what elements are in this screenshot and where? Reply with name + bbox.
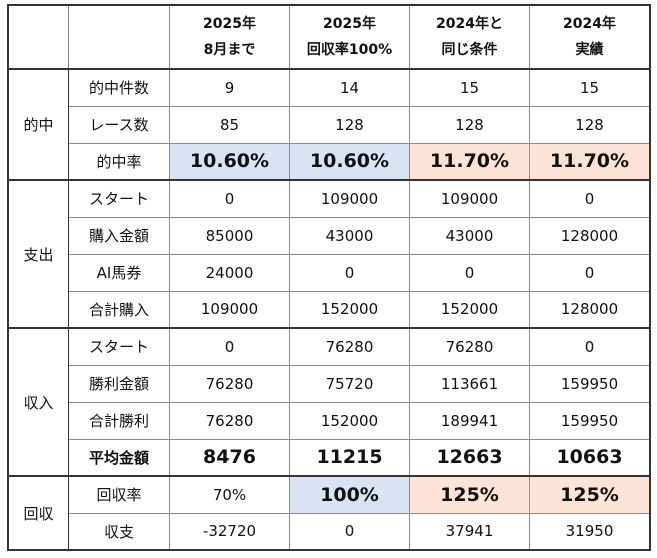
- table-cell: 0: [529, 179, 651, 218]
- table-cell: 0: [169, 327, 290, 366]
- table-cell: 109000: [169, 290, 290, 329]
- table-cell: 128: [409, 105, 530, 144]
- row-label: スタート: [68, 327, 170, 366]
- table-cell: 0: [169, 179, 290, 218]
- row-label: 合計購入: [68, 290, 170, 329]
- comparison-table: 2025年 8月まで 2025年 回収率100% 2024年と 同じ条件 202…: [7, 4, 651, 551]
- col-header-2025-100: 2025年 回収率100%: [289, 4, 410, 70]
- table-cell: 24000: [169, 253, 290, 292]
- row-label: 回収率: [68, 475, 170, 514]
- table-row: 的中 的中件数 9 14 15 15: [7, 68, 651, 181]
- corner-cell-2: [68, 4, 170, 70]
- table-cell: 31950: [529, 512, 651, 551]
- group-label: 回収: [7, 475, 69, 551]
- recovery-rate-cell: 125%: [529, 475, 651, 514]
- col-header-2024-actual: 2024年 実績: [529, 4, 651, 70]
- table-cell: 128000: [529, 216, 651, 255]
- col-header-line: 2024年: [563, 16, 616, 32]
- table-cell: 113661: [409, 364, 530, 403]
- recovery-rate-cell: 125%: [409, 475, 530, 514]
- col-header-line: 2024年と: [436, 16, 503, 32]
- recovery-rate-cell: 100%: [289, 475, 410, 514]
- col-header-line: 2025年: [203, 16, 256, 32]
- table-cell: 70%: [169, 475, 290, 514]
- table-cell: 85000: [169, 216, 290, 255]
- table-cell: 128000: [529, 290, 651, 329]
- col-header-line: 8月まで: [203, 42, 256, 58]
- table-cell: 128: [289, 105, 410, 144]
- table-cell: 189941: [409, 401, 530, 440]
- row-label: 的中率: [68, 142, 170, 181]
- corner-cell: [7, 4, 69, 70]
- table-cell: 76280: [409, 327, 530, 366]
- row-label: AI馬券: [68, 253, 170, 292]
- table-cell: 85: [169, 105, 290, 144]
- table-cell: 0: [289, 512, 410, 551]
- table-row: 収支 -32720 0 37941 31950: [8, 512, 651, 551]
- row-label: レース数: [68, 105, 170, 144]
- table-cell: 109000: [409, 179, 530, 218]
- table-row: AI馬券 24000 0 0 0: [8, 253, 651, 292]
- hit-rate-cell: 10.60%: [289, 142, 410, 181]
- table-row: 支出 スタート 0 109000 109000 0: [7, 179, 651, 329]
- table-cell: 0: [409, 253, 530, 292]
- col-header-line: 同じ条件: [441, 42, 498, 58]
- table-cell: 14: [289, 68, 410, 107]
- table-cell: 109000: [289, 179, 410, 218]
- table-cell: 76280: [289, 327, 410, 366]
- col-header-line: 実績: [575, 42, 604, 58]
- table-cell: 76280: [169, 401, 290, 440]
- table-cell: 43000: [409, 216, 530, 255]
- table-cell: 75720: [289, 364, 410, 403]
- table-cell: 9: [169, 68, 290, 107]
- table-cell: 37941: [409, 512, 530, 551]
- table-cell: -32720: [169, 512, 290, 551]
- table-cell: 76280: [169, 364, 290, 403]
- hit-rate-cell: 10.60%: [169, 142, 290, 181]
- table-row: レース数 85 128 128 128: [8, 105, 651, 144]
- table-cell: 0: [529, 327, 651, 366]
- table-cell: 159950: [529, 401, 651, 440]
- row-label: 勝利金額: [68, 364, 170, 403]
- table-row: 勝利金額 76280 75720 113661 159950: [8, 364, 651, 403]
- table-row: 平均金額 8476 11215 12663 10663: [8, 438, 651, 477]
- group-label: 支出: [7, 179, 69, 329]
- row-label: 合計勝利: [68, 401, 170, 440]
- table-row: 回収 回収率 70% 100% 125% 125%: [7, 475, 651, 551]
- table-cell: 0: [529, 253, 651, 292]
- row-label: スタート: [68, 179, 170, 218]
- col-header-2025-aug: 2025年 8月まで: [169, 4, 290, 70]
- table-cell: 43000: [289, 216, 410, 255]
- row-label: 平均金額: [68, 438, 170, 477]
- hit-rate-cell: 11.70%: [409, 142, 530, 181]
- table-cell: 15: [409, 68, 530, 107]
- table-cell: 159950: [529, 364, 651, 403]
- row-label: 的中件数: [68, 68, 170, 107]
- average-amount-cell: 8476: [169, 438, 290, 477]
- table-row: 合計勝利 76280 152000 189941 159950: [8, 401, 651, 440]
- average-amount-cell: 11215: [289, 438, 410, 477]
- table-row: 購入金額 85000 43000 43000 128000: [8, 216, 651, 255]
- average-amount-cell: 10663: [529, 438, 651, 477]
- average-amount-cell: 12663: [409, 438, 530, 477]
- col-header-2024-same: 2024年と 同じ条件: [409, 4, 530, 70]
- group-label: 収入: [7, 327, 69, 477]
- row-label: 購入金額: [68, 216, 170, 255]
- table-cell: 152000: [289, 290, 410, 329]
- table-row: 収入 スタート 0 76280 76280 0: [7, 327, 651, 477]
- hit-rate-cell: 11.70%: [529, 142, 651, 181]
- row-label: 収支: [68, 512, 170, 551]
- table-cell: 0: [289, 253, 410, 292]
- col-header-line: 2025年: [323, 16, 376, 32]
- group-label: 的中: [7, 68, 69, 181]
- table-cell: 15: [529, 68, 651, 107]
- table-cell: 152000: [289, 401, 410, 440]
- table-row: 合計購入 109000 152000 152000 128000: [8, 290, 651, 329]
- table-cell: 152000: [409, 290, 530, 329]
- col-header-line: 回収率100%: [306, 42, 393, 58]
- table-row: 的中率 10.60% 10.60% 11.70% 11.70%: [8, 142, 651, 181]
- table-cell: 128: [529, 105, 651, 144]
